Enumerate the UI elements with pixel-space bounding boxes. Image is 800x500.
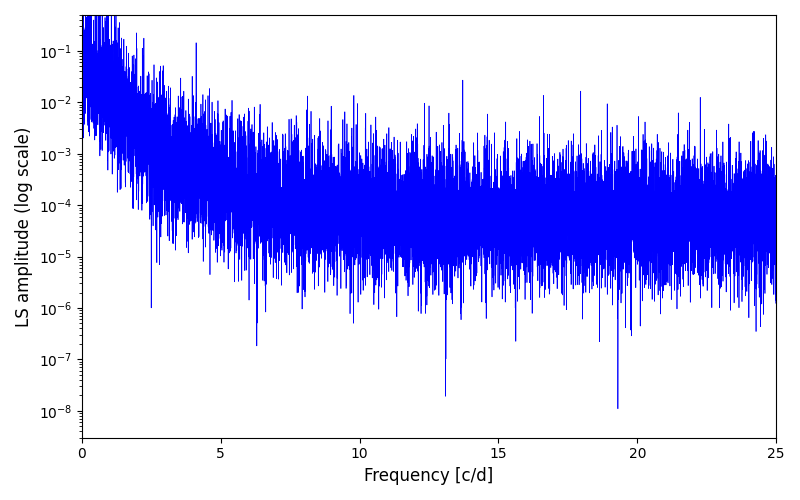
- X-axis label: Frequency [c/d]: Frequency [c/d]: [364, 467, 494, 485]
- Y-axis label: LS amplitude (log scale): LS amplitude (log scale): [15, 126, 33, 326]
